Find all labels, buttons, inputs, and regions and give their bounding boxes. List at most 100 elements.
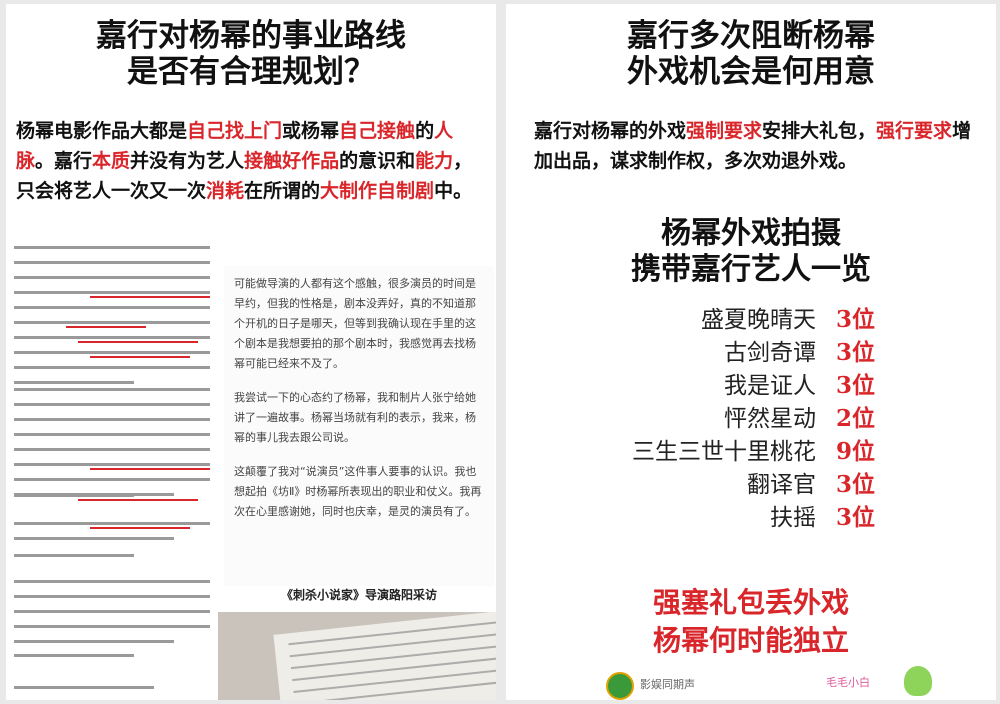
interview-scan-column [14,242,216,698]
left-lead-text-segment: 或杨幂 [282,120,340,142]
scan-text-line [14,494,134,497]
drama-name: 翻译官 [747,472,816,498]
drama-row: 我是证人 3位 [586,366,926,399]
paper-sheet-image [273,612,496,700]
conclusion-line1: 强塞礼包丢外戏 [652,586,849,619]
left-lead-text-segment: ，只会将艺人一次又一次 [16,150,473,202]
drama-artist-count: 3位 [836,504,876,531]
drama-name: 扶摇 [770,505,816,531]
drama-row: 古剑奇谭 3位 [586,333,926,366]
scan-text-line [14,351,210,354]
scan-text-line [14,654,134,657]
red-underline-mark [90,527,190,529]
drama-name: 古剑奇谭 [724,340,816,366]
scan-text-line [14,522,210,525]
scan-text-line [14,366,210,369]
cartoon-face-icon [904,666,932,696]
drama-name: 怦然星动 [724,406,816,432]
drama-row: 怦然星动 2位 [586,399,926,432]
right-lead-text-segment: 嘉行对杨幂的外戏 [534,120,687,142]
drama-row: 盛夏晚晴天 3位 [586,300,926,333]
red-underline-mark [78,341,198,343]
right-lead-text-segment: 增加出品，谋求制作权，多次劝退外戏。 [534,120,972,172]
footer-brand-name: 影娱同期声 [640,678,695,691]
drama-name: 盛夏晚晴天 [701,307,816,333]
scan-text-line [14,580,210,583]
red-underline-mark [90,356,190,358]
drama-artist-count: 3位 [836,306,876,333]
scan-text-line [14,433,210,436]
left-headline: 嘉行对杨幂的事业路线 是否有合理规划？ [6,18,496,90]
scan-text-line [14,246,210,249]
left-lead-highlight-phrase: 自己接触 [339,120,416,142]
left-lead-highlight-phrase: 能力 [415,150,454,172]
left-lead-highlight-phrase: 本质 [92,150,131,172]
drama-artist-count: 3位 [836,372,876,399]
drama-artist-count: 3位 [836,471,876,498]
article-paragraph-3: 这颠覆了我对“说演员”这件事人要事的认识。我也想起拍《坊Ⅱ》时杨幂所表现出的职业… [234,465,482,518]
drama-list-title: 杨幂外戏拍摄 携带嘉行艺人一览 [506,216,996,288]
right-headline-line2: 外戏机会是何用意 [627,54,875,90]
scan-text-line [14,306,210,309]
left-lead-paragraph: 杨幂电影作品大都是自己找上门或杨幂自己接触的人脉。嘉行本质并没有为艺人接触好作品… [16,116,486,206]
scan-text-line [14,448,210,451]
drama-name: 我是证人 [724,373,816,399]
sticker-text: 毛毛小白 [826,676,870,689]
scan-text-line [14,537,174,540]
left-lead-highlight-phrase: 大制作自制剧 [320,180,435,202]
brand-logo-icon [606,672,634,700]
scan-text-line [14,640,174,643]
conclusion-slogan: 强塞礼包丢外戏 杨幂何时能独立 [506,584,996,660]
drama-name: 三生三世十里桃花 [632,439,816,465]
left-panel: 嘉行对杨幂的事业路线 是否有合理规划？ 杨幂电影作品大都是自己找上门或杨幂自己接… [6,4,496,700]
right-panel: 嘉行多次阻断杨幂 外戏机会是何用意 嘉行对杨幂的外戏强制要求安排大礼包，强行要求… [506,4,996,700]
scan-text-line [14,686,154,689]
conclusion-line2: 杨幂何时能独立 [652,624,849,657]
drama-list-title-line2: 携带嘉行艺人一览 [631,252,871,287]
left-headline-line1: 嘉行对杨幂的事业路线 [96,18,406,54]
drama-row: 扶摇 3位 [586,498,926,531]
scan-text-line [14,276,210,279]
right-lead-highlight-phrase: 强行要求 [876,120,953,142]
scan-text-line [14,554,134,557]
drama-row: 翻译官 3位 [586,465,926,498]
article-paragraph-1: 可能做导演的人都有这个感触，很多演员的时间是早约，但我的性格是，剧本没弄好，真的… [234,277,476,370]
left-lead-text-segment: 在所谓的 [244,180,321,202]
article-paragraph-2: 我尝试一下的心态约了杨幂，我和制片人张宁给她讲了一遍故事。杨幂当场就有利的表示，… [234,391,476,444]
left-lead-text-segment: 并没有为艺人 [130,150,245,172]
left-lead-text-segment: 的 [415,120,435,142]
red-underline-mark [78,499,198,501]
drama-list-title-line1: 杨幂外戏拍摄 [661,216,841,251]
article-caption: 《刺杀小说家》导演路阳采访 [280,588,437,602]
right-lead-highlight-phrase: 强制要求 [686,120,763,142]
red-underline-mark [66,326,146,328]
scan-text-line [14,478,210,481]
left-headline-line2: 是否有合理规划？ [127,54,375,90]
interview-article-scan: 可能做导演的人都有这个感触，很多演员的时间是早约，但我的性格是，剧本没弄好，真的… [224,266,494,586]
right-lead-text-segment: 安排大礼包， [762,120,877,142]
red-underline-mark [90,296,210,298]
left-lead-highlight-phrase: 接触好作品 [244,150,340,172]
left-lead-text-segment: 中。 [434,180,473,202]
scan-text-line [14,388,210,391]
right-headline-line1: 嘉行多次阻断杨幂 [627,18,875,54]
left-lead-highlight-phrase: 消耗 [206,180,245,202]
left-lead-text-segment: 杨幂电影作品大都是 [16,120,188,142]
watermark-sticker: 毛毛小白 [826,664,936,698]
left-lead-highlight-phrase: 人脉 [16,120,454,172]
document-photo [218,612,496,700]
red-underline-mark [90,468,210,470]
drama-list: 盛夏晚晴天 3位 古剑奇谭 3位 我是证人 3位 怦然星动 2位 三生三世十里桃花 9位 翻译官 3位… [586,300,926,531]
scan-text-line [14,321,210,324]
left-lead-text-segment: 的意识和 [339,150,416,172]
drama-artist-count: 3位 [836,339,876,366]
scan-text-line [14,336,210,339]
drama-artist-count: 9位 [836,438,876,465]
left-lead-highlight-phrase: 自己找上门 [187,120,283,142]
scan-text-line [14,610,210,613]
scan-text-line [14,291,210,294]
drama-row: 三生三世十里桃花 9位 [586,432,926,465]
scan-text-line [14,463,210,466]
right-lead-paragraph: 嘉行对杨幂的外戏强制要求安排大礼包，强行要求增加出品，谋求制作权，多次劝退外戏。 [534,116,984,176]
